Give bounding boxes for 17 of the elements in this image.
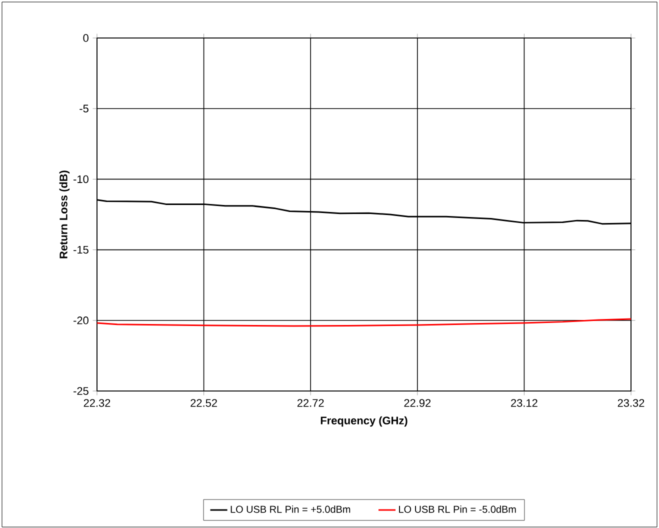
x-tick-label: 23.12 <box>511 399 538 407</box>
x-tick-label: 22.32 <box>84 399 110 407</box>
line-series <box>97 318 632 327</box>
y-tick-label: -25 <box>74 387 88 395</box>
x-tick-label: 22.92 <box>404 399 431 407</box>
x-tick-label: 22.72 <box>297 399 324 407</box>
y-axis-title: Return Loss (dB) <box>59 170 70 258</box>
legend-label: LO USB RL Pin = -5.0dBm <box>399 506 516 513</box>
y-tick-label: -5 <box>80 104 88 112</box>
y-tick-label: 0 <box>83 34 88 42</box>
legend-label: LO USB RL Pin = +5.0dBm <box>230 506 350 513</box>
y-tick-label: -10 <box>74 175 88 184</box>
x-tick-label: 22.52 <box>190 399 217 407</box>
y-tick-label: -20 <box>74 316 88 324</box>
x-tick-label: 23.32 <box>618 399 644 407</box>
y-tick-label: -15 <box>74 246 88 254</box>
x-axis-title: Frequency (GHz) <box>320 416 408 427</box>
